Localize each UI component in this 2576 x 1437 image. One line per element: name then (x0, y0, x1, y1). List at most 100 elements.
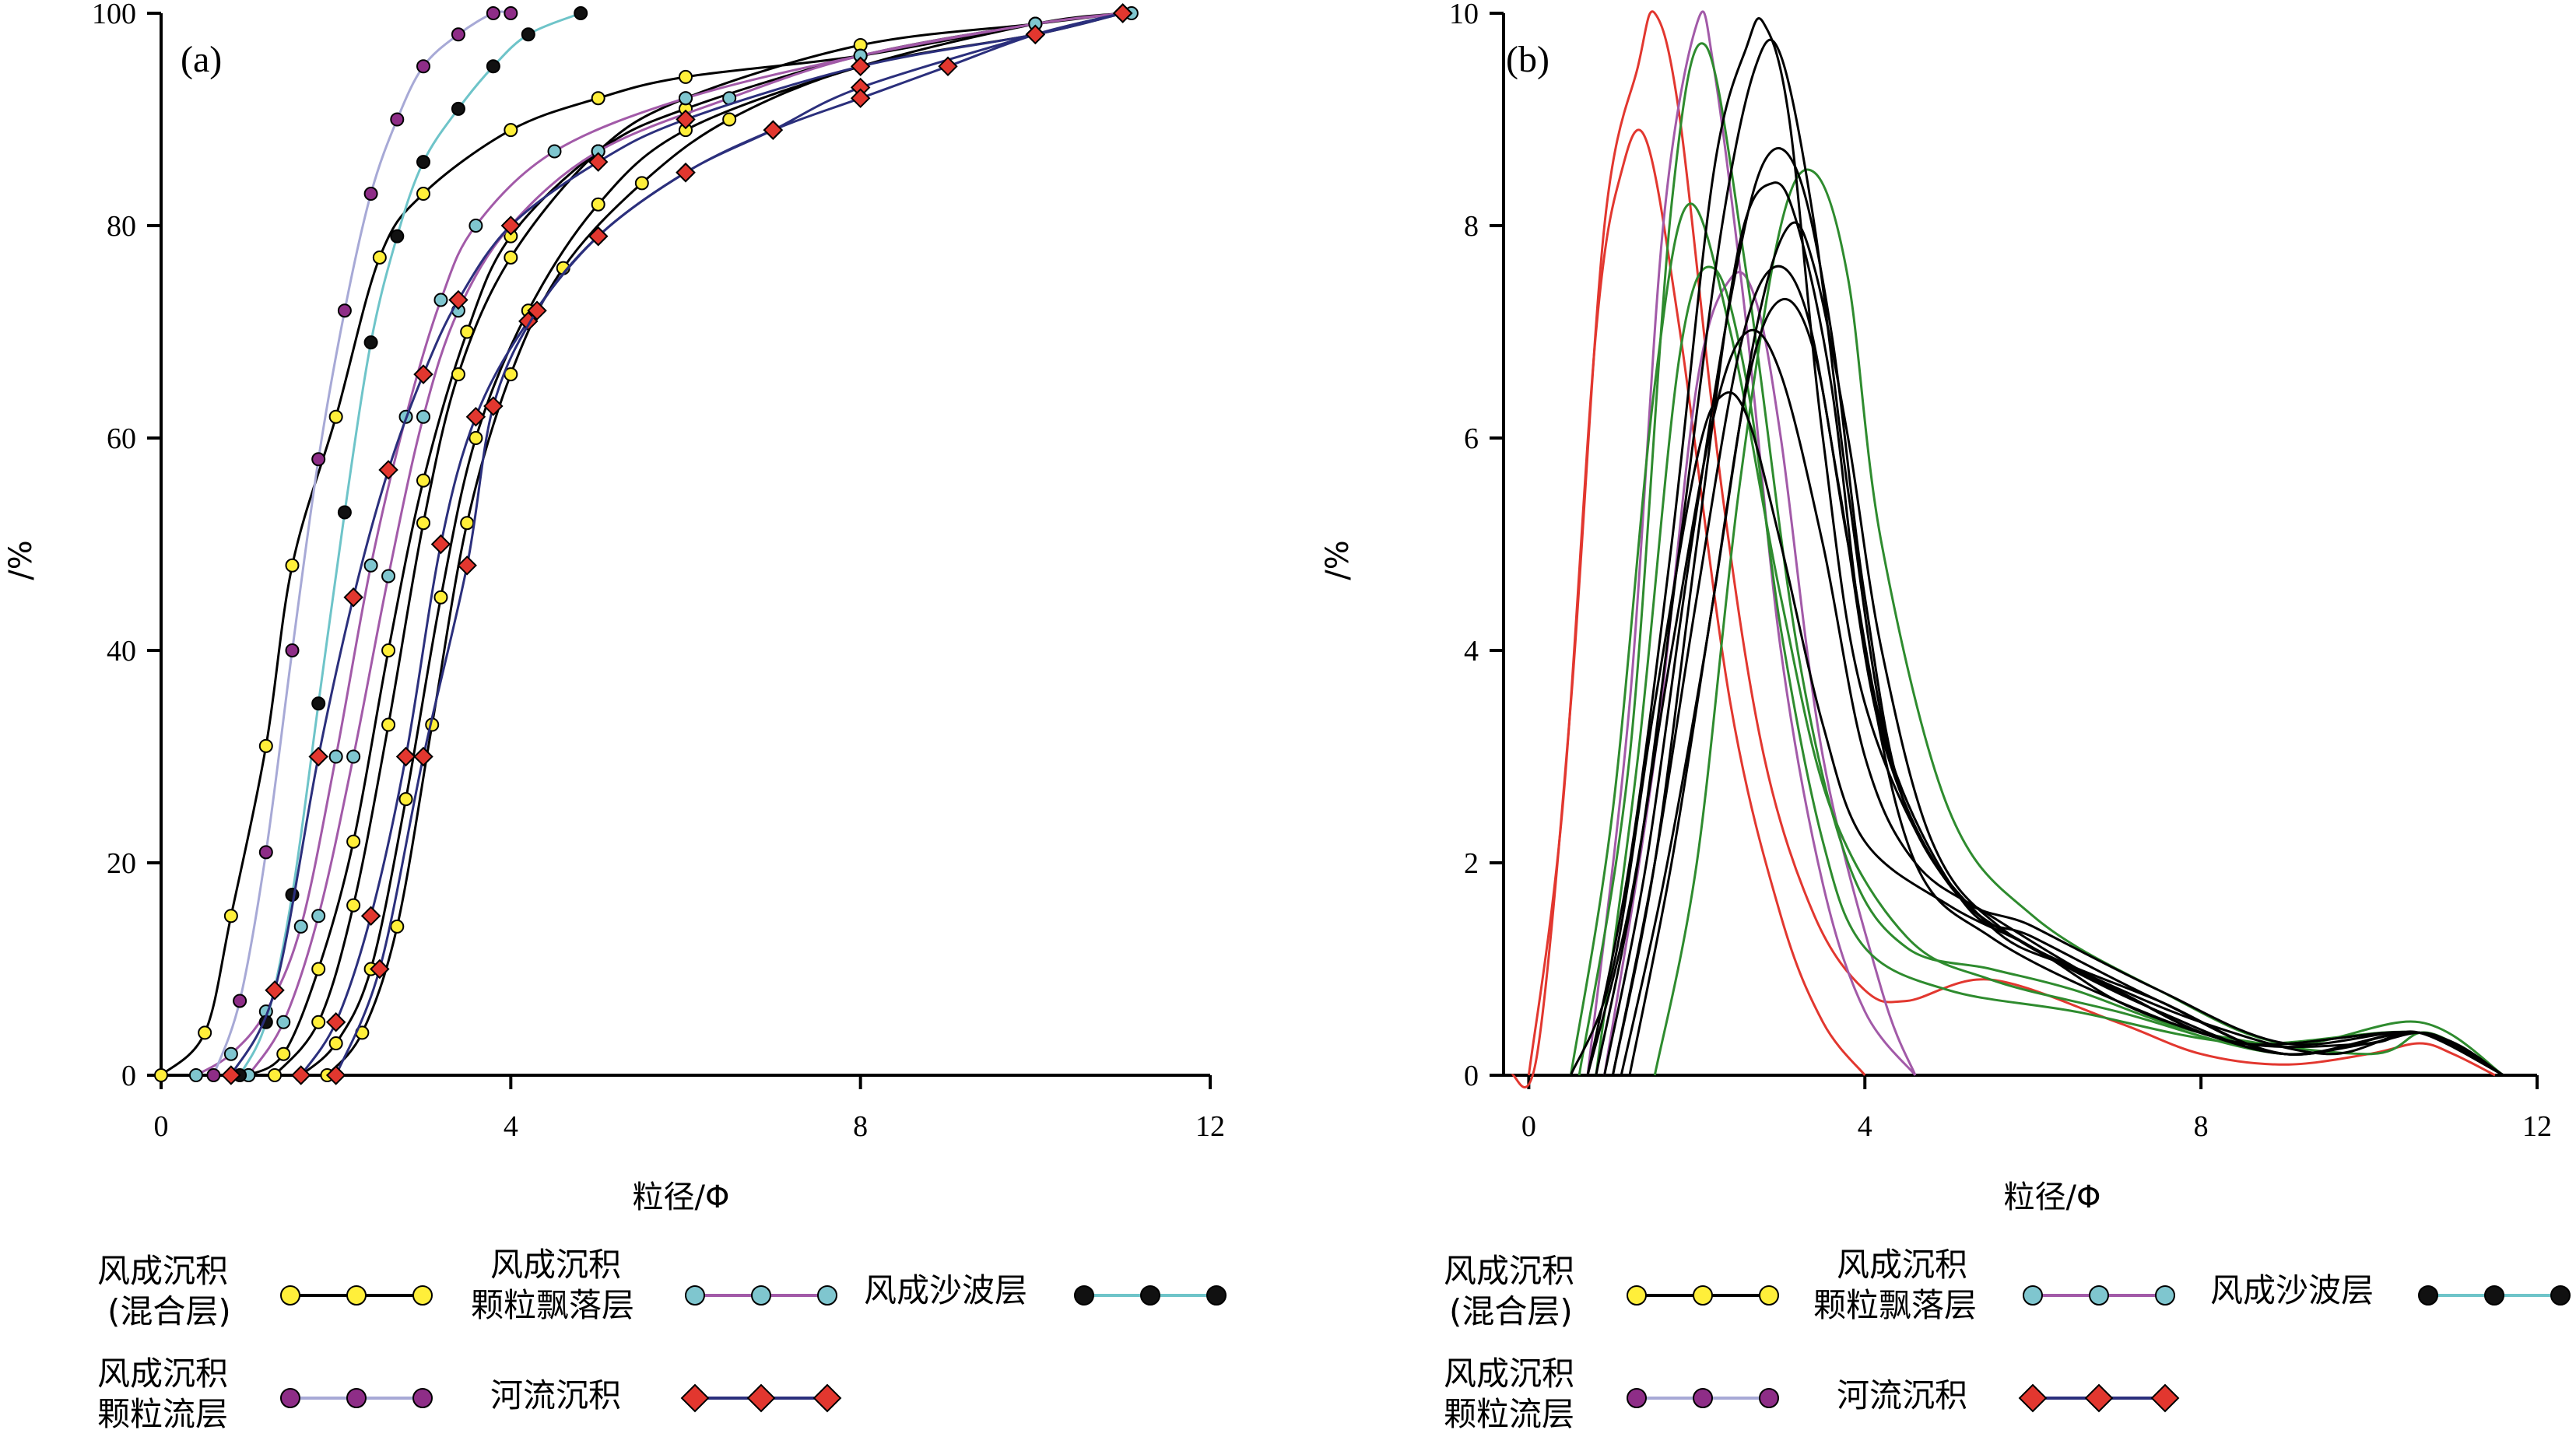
panel-b-y-tick-label: 2 (1464, 847, 1479, 880)
panel-a-series-marker (370, 959, 390, 980)
legend-a-grainfall-line1: 风成沉积 (490, 1246, 621, 1284)
panel-a-series-marker (850, 88, 871, 108)
panel-a-label: (a) (181, 39, 222, 80)
panel-b-y-tick-label: 8 (1464, 210, 1479, 243)
panel-a-series-marker (346, 834, 361, 849)
panel-a-y-tick-label: 100 (92, 0, 136, 30)
panel-a-series-marker (416, 187, 430, 202)
panel-a-series-marker (486, 6, 500, 20)
panel-a-series-marker (311, 452, 326, 467)
panel-a-series-marker (430, 534, 451, 555)
panel-a-series-marker (679, 91, 693, 106)
panel-a-series-marker (285, 558, 300, 573)
legend-b-ripple-label: 风成沙波层 (2210, 1271, 2374, 1309)
panel-b-series-line-15 (1628, 221, 2504, 1077)
legend-b-grainfall-line2: 颗粒飘落层 (1813, 1286, 1977, 1324)
panel-b-series-line-2 (1586, 10, 1917, 1076)
legend-b-grainflow-symbol-marker (1627, 1388, 1647, 1408)
panel-a-series-marker (938, 56, 958, 76)
legend-b-mixed-symbol-marker (1759, 1285, 1779, 1306)
panel-b-x-tick-label: 4 (1858, 1110, 1872, 1143)
panel-a-series-marker (413, 746, 433, 767)
panel-a: 0 4 8 12 0 20 40 60 80 100 (a) 粒径/Φ /% (3, 0, 1225, 1215)
legend-a-fluvial-label: 河流沉积 (490, 1376, 621, 1414)
panel-a-series-marker (276, 1015, 291, 1029)
legend-b-mixed-line2: (混合层) (1449, 1292, 1573, 1330)
panel-a-series-marker (763, 120, 784, 140)
panel-b-series-line-5 (1569, 202, 2504, 1077)
panel-a-y-tick-label: 80 (107, 210, 136, 243)
panel-b-series-line-9 (1586, 17, 2504, 1077)
panel-a-series-marker (381, 569, 396, 584)
panel-a-series-marker (311, 1015, 326, 1029)
panel-a-series-marker (285, 887, 300, 902)
panel-a-series-marker (451, 101, 465, 116)
legend-a-ripple-symbol-marker (1140, 1285, 1160, 1306)
panel-b-series (1511, 10, 2504, 1088)
legend-a-fluvial-symbol-marker (746, 1383, 776, 1413)
panel-a-series-marker (325, 1065, 346, 1085)
panel-a-series-marker (328, 409, 343, 424)
panel-b: 0 4 8 12 0 2 4 6 8 10 (b) 粒径/Φ /% (1320, 0, 2552, 1215)
panel-b-ticks: 0 4 8 12 0 2 4 6 8 10 (1449, 0, 2552, 1143)
panel-a-series-marker (276, 1046, 291, 1061)
panel-a-series-marker (500, 216, 521, 236)
legend-b-mixed-symbol-marker (1627, 1285, 1647, 1306)
legend-b-fluvial-label: 河流沉积 (1837, 1376, 1967, 1414)
legend-b-item-fluvial: 河流沉积 (1837, 1376, 2180, 1414)
panel-a-series-marker (465, 406, 486, 427)
panel-a-series-line-3 (300, 12, 1123, 1077)
panel-a-series-line-8 (212, 10, 511, 1076)
panel-a-series-marker (416, 409, 430, 424)
legend-b-ripple-symbol (2418, 1285, 2571, 1306)
panel-a-series-marker (311, 696, 326, 711)
legend-a-fluvial-symbol-marker (680, 1383, 710, 1413)
panel-a-series-marker (413, 364, 433, 384)
panel-a-series-marker (265, 980, 285, 1001)
panel-a-series-marker (398, 792, 413, 807)
panel-b-y-tick-label: 0 (1464, 1060, 1479, 1092)
panel-a-series-marker (363, 187, 378, 202)
legend-a-grainfall-symbol-marker (817, 1285, 837, 1306)
panel-b-y-tick-label: 6 (1464, 422, 1479, 455)
legend-a-ripple-symbol-marker (1206, 1285, 1227, 1306)
legend-a-mixed-symbol-marker (280, 1285, 300, 1306)
panel-a-series-marker (850, 77, 871, 98)
legend-a-fluvial-symbol (680, 1383, 842, 1413)
panel-b-x-tick-label: 8 (2194, 1110, 2209, 1143)
legend-b-ripple-symbol-marker (2550, 1285, 2571, 1306)
panel-a-series-marker (378, 460, 398, 480)
panel-b-series-line-8 (1570, 391, 2504, 1077)
legend-a: 风成沉积 (混合层) 风成沉积 颗粒飘落层 风成沙波层 风成沉积 颗粒流层 河流… (97, 1246, 1227, 1433)
legend-b-item-ripple: 风成沙波层 (2210, 1271, 2571, 1309)
panel-a-series-marker (460, 516, 475, 531)
legend-b-ripple-symbol-marker (2484, 1285, 2504, 1306)
legend-b-mixed-symbol (1627, 1285, 1779, 1306)
panel-a-series-marker (504, 6, 518, 20)
panel-b-x-tick-label: 0 (1521, 1110, 1536, 1143)
panel-a-series-marker (395, 746, 416, 767)
panel-b-series-line-6 (1653, 168, 2504, 1077)
panel-b-y-tick-label: 4 (1464, 635, 1479, 668)
legend-b-grainflow-line1: 风成沉积 (1444, 1355, 1574, 1393)
legend-b-ripple-symbol-marker (2418, 1285, 2438, 1306)
panel-a-series-marker (328, 749, 343, 764)
panel-a-series-line-11 (335, 12, 1124, 1076)
panel-a-series-marker (381, 717, 396, 732)
legend-a-grainflow-line1: 风成沉积 (97, 1355, 228, 1393)
panel-a-series-marker (416, 59, 430, 74)
panel-a-series-marker (337, 505, 352, 520)
panel-a-series-marker (469, 431, 483, 445)
panel-a-series-marker (311, 909, 326, 924)
panel-a-series-marker (1112, 3, 1133, 23)
panel-a-y-tick-label: 20 (107, 847, 136, 880)
panel-a-series-marker (390, 919, 405, 934)
panel-a-series-marker (221, 1065, 241, 1085)
legend-b-grainflow-symbol-marker (1759, 1388, 1779, 1408)
panel-a-series-marker (416, 473, 430, 488)
panel-a-series-marker (722, 112, 737, 127)
panel-a-series-marker (363, 558, 378, 573)
legend-b-grainfall-symbol-marker (2023, 1285, 2043, 1306)
panel-a-series-marker (588, 152, 609, 172)
legend-b-item-grainflow: 风成沉积 颗粒流层 (1444, 1355, 1779, 1433)
